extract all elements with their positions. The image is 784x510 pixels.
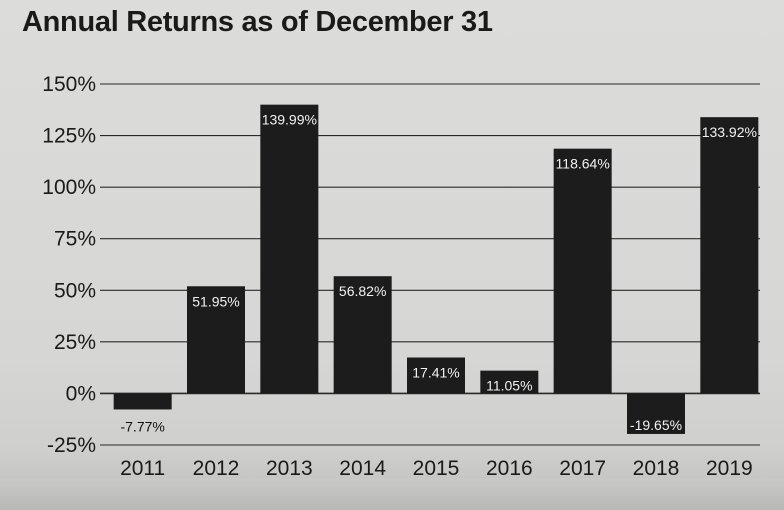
bar — [480, 370, 539, 394]
page-bottom-band — [0, 478, 784, 510]
data-label: 56.82% — [339, 283, 386, 299]
chart-title: Annual Returns as of December 31 — [22, 6, 493, 38]
bar — [333, 276, 392, 394]
y-tick-label: 150% — [42, 73, 96, 96]
data-label: 139.99% — [262, 112, 317, 128]
data-label: -19.65% — [630, 417, 682, 433]
x-tick-label: 2018 — [633, 457, 680, 480]
x-tick-label: 2017 — [559, 457, 606, 480]
y-tick-label: 25% — [54, 331, 96, 354]
y-tick-label: 125% — [42, 125, 96, 148]
y-tick-label: 50% — [54, 279, 96, 302]
x-tick-label: 2011 — [120, 457, 165, 480]
x-tick-label: 2014 — [339, 457, 386, 480]
x-axis-tick-labels: 2011 2012 2013 2014 2015 2016 2017 2018 2019 — [120, 457, 753, 480]
data-label: 51.95% — [192, 293, 239, 309]
x-tick-label: 2012 — [193, 457, 240, 480]
x-tick-label: 2016 — [486, 457, 533, 480]
y-axis-tick-labels: 150% 125% 100% 75% 50% 25% 0% -25% — [42, 73, 96, 457]
data-label: 17.41% — [412, 365, 459, 381]
data-labels: -7.77% 51.95% 139.99% 56.82% 17.41% 11.05% 118… — [120, 112, 756, 435]
y-tick-label: 75% — [54, 228, 96, 251]
bars — [113, 104, 759, 434]
bar — [113, 393, 172, 410]
bar — [627, 393, 685, 434]
bar — [553, 148, 612, 394]
y-tick-label: -25% — [47, 434, 96, 457]
x-tick-label: 2013 — [266, 457, 313, 480]
x-tick-label: 2015 — [413, 457, 460, 480]
data-label: 11.05% — [486, 378, 532, 394]
x-tick-label: 2019 — [706, 457, 753, 480]
data-label: 118.64% — [556, 156, 610, 172]
data-label: 133.92% — [702, 124, 757, 140]
bar — [187, 286, 245, 394]
y-tick-label: 0% — [66, 382, 96, 405]
bar — [700, 117, 759, 394]
data-label: -7.77% — [120, 418, 164, 434]
bar — [407, 357, 465, 394]
y-tick-label: 100% — [42, 176, 96, 199]
bar — [260, 104, 319, 394]
